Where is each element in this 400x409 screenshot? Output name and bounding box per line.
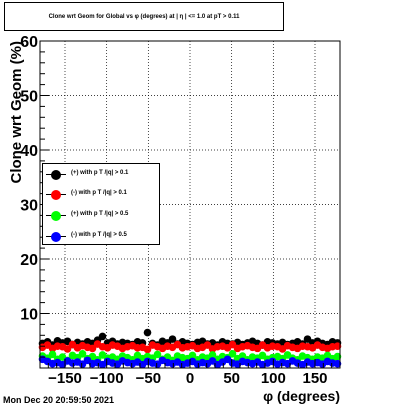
legend: (+) with p T /|q| > 0.1 (-) with p T /|q… <box>42 163 160 245</box>
data-point <box>228 350 237 358</box>
tick-labels: −150 −100 −50 0 50 100 150 10 20 30 40 50 60 <box>20 34 327 387</box>
x-tick-label: 100 <box>261 370 286 387</box>
x-tick-label: 0 <box>186 370 194 387</box>
data-point <box>143 345 152 354</box>
legend-entry: (+) with p T /|q| > 0.1 <box>43 169 161 181</box>
series-3 <box>38 355 342 369</box>
legend-marker-blue <box>51 232 61 242</box>
legend-label: (-) with p T /|q| > 0.5 <box>71 232 127 238</box>
x-tick-label: 50 <box>223 370 240 387</box>
x-axis-label: φ (degrees) <box>263 388 340 404</box>
data-point <box>333 342 342 351</box>
data-point <box>48 350 57 359</box>
legend-label: (-) with p T /|q| > 0.1 <box>71 190 127 196</box>
data-point <box>78 350 87 358</box>
y-tick-label: 30 <box>20 198 38 215</box>
y-tick-label: 20 <box>20 252 38 269</box>
data-point <box>98 332 107 341</box>
data-point <box>188 351 197 360</box>
y-tick-label: 60 <box>20 34 38 51</box>
legend-label: (+) with p T /|q| > 0.5 <box>71 211 129 217</box>
chart-title: Clone wrt Geom for Global vs φ (degrees)… <box>48 13 240 20</box>
data-point <box>208 351 217 359</box>
x-tick-label: 150 <box>302 370 327 387</box>
x-tick-label: −100 <box>90 370 124 387</box>
series-layer <box>38 328 342 369</box>
x-tick-label: −50 <box>136 370 161 387</box>
legend-label: (+) with p T /|q| > 0.1 <box>71 170 129 176</box>
legend-marker-black <box>51 170 61 180</box>
data-point <box>333 352 342 361</box>
y-axis-label: Clone wrt Geom (%) <box>8 41 25 184</box>
y-tick-label: 40 <box>20 143 38 160</box>
legend-marker-red <box>51 190 61 200</box>
data-point <box>153 350 162 359</box>
y-tick-label: 50 <box>20 89 38 106</box>
legend-entry: (-) with p T /|q| > 0.5 <box>43 231 161 243</box>
legend-entry: (+) with p T /|q| > 0.5 <box>43 210 161 222</box>
data-point <box>63 345 72 353</box>
data-point <box>143 328 152 337</box>
legend-entry: (-) with p T /|q| > 0.1 <box>43 189 161 201</box>
series-1 <box>38 340 342 354</box>
data-point <box>333 359 342 368</box>
data-point <box>88 344 97 353</box>
chart-title-box: Clone wrt Geom for Global vs φ (degrees)… <box>4 2 284 31</box>
timestamp: Mon Dec 20 20:59:50 2021 <box>3 395 115 405</box>
legend-marker-green <box>51 211 61 221</box>
y-tick-label: 10 <box>20 307 38 324</box>
data-point <box>168 335 177 343</box>
x-tick-label: −150 <box>48 370 82 387</box>
